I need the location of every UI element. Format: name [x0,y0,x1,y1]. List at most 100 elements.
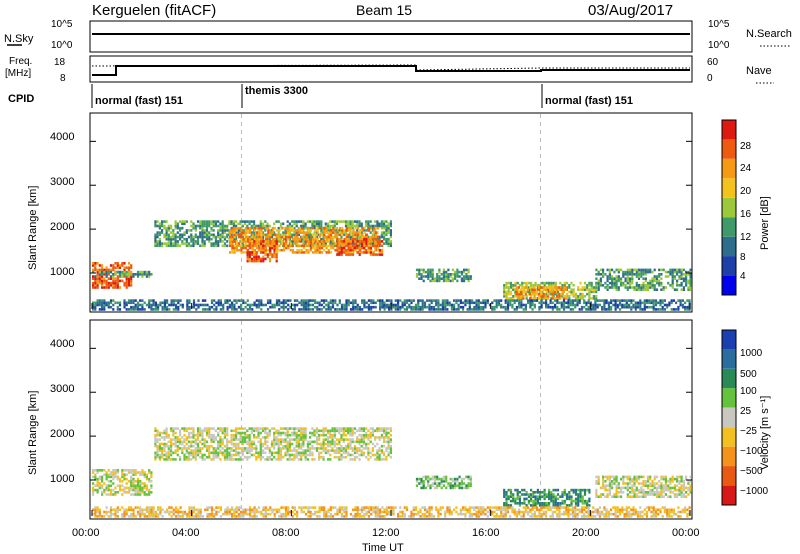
echo-cell [242,237,245,241]
echo-cell [297,233,300,237]
echo-cell [359,231,362,234]
echo-cell [451,480,454,483]
echo-cell [354,299,357,302]
echo-cell [577,295,580,298]
echo-cell [167,433,170,437]
echo-cell [524,290,527,294]
echo-cell [241,220,244,223]
echo-cell [545,493,548,496]
echo-cell [347,248,351,252]
echo-cell [244,251,247,254]
echo-cell [403,299,406,302]
echo-cell [221,229,224,232]
echo-cell [588,497,591,501]
echo-cell [458,475,461,479]
echo-cell [583,488,587,492]
echo-cell [300,303,303,307]
echo-cell [448,303,451,307]
echo-cell [109,277,113,280]
echo-cell [235,224,238,228]
echo-cell [307,231,310,234]
echo-cell [305,240,308,243]
echo-cell [94,264,97,267]
echo-cell [327,224,330,228]
echo-cell [583,502,587,505]
echo-cell [538,292,541,296]
echo-cell [284,305,288,309]
echo-cell [273,231,276,234]
echo-cell [156,440,159,444]
echo-cell [148,480,151,483]
echo-cell [261,427,265,430]
echo-cell [469,475,472,479]
echo-cell [235,442,238,446]
echo-cell [351,431,354,435]
echo-cell [156,438,159,441]
echo-cell [298,226,301,230]
echo-cell [433,475,437,479]
echo-cell [253,222,256,226]
echo-cell [199,226,202,230]
echo-cell [532,491,535,494]
echo-cell [549,301,552,305]
echo-cell [315,235,318,239]
echo-cell [259,224,262,228]
echo-cell [231,240,234,243]
echo-cell [585,308,588,311]
echo-cell [347,224,350,228]
echo-cell [387,438,390,441]
echo-cell [541,281,544,285]
echo-cell [458,275,461,278]
echo-cell [503,290,506,294]
echo-cell [130,264,133,267]
echo-cell [614,303,617,307]
echo-cell [314,248,317,252]
echo-cell [300,231,303,234]
echo-cell [226,235,229,239]
echo-cell [572,284,575,287]
echo-cell [334,242,337,245]
echo-cell [121,475,124,479]
echo-cell [187,235,191,239]
echo-cell [649,279,652,283]
echo-cell [230,449,233,452]
echo-cell [181,436,184,439]
echo-cell [257,303,261,307]
echo-cell [176,242,179,245]
echo-cell [505,284,508,287]
echo-cell [356,235,359,239]
echo-cell [604,486,607,490]
echo-cell [103,273,106,276]
echo-cell [422,275,425,278]
echo-cell [347,442,350,446]
echo-cell [318,433,321,437]
echo-cell [132,275,135,278]
echo-cell [284,433,287,437]
echo-cell [192,436,195,439]
echo-cell [302,224,305,228]
echo-cell [349,442,352,446]
echo-cell [306,233,309,237]
echo-cell [429,270,432,274]
echo-cell [663,308,666,311]
echo-cell [356,436,359,439]
echo-cell [118,484,122,487]
echo-cell [463,268,466,272]
echo-cell [219,237,222,241]
echo-cell [329,240,332,243]
echo-cell [671,273,674,276]
echo-cell [190,436,193,439]
echo-cell [335,451,339,455]
echo-cell [338,226,342,230]
echo-cell [293,226,296,230]
echo-cell [139,484,142,487]
echo-cell [378,436,381,439]
echo-cell [232,220,235,223]
echo-cell [92,286,95,289]
echo-cell [588,290,591,294]
echo-cell [315,233,318,237]
echo-cell [525,504,528,507]
echo-cell [372,229,375,232]
echo-cell [335,220,339,223]
echo-cell [261,442,265,446]
